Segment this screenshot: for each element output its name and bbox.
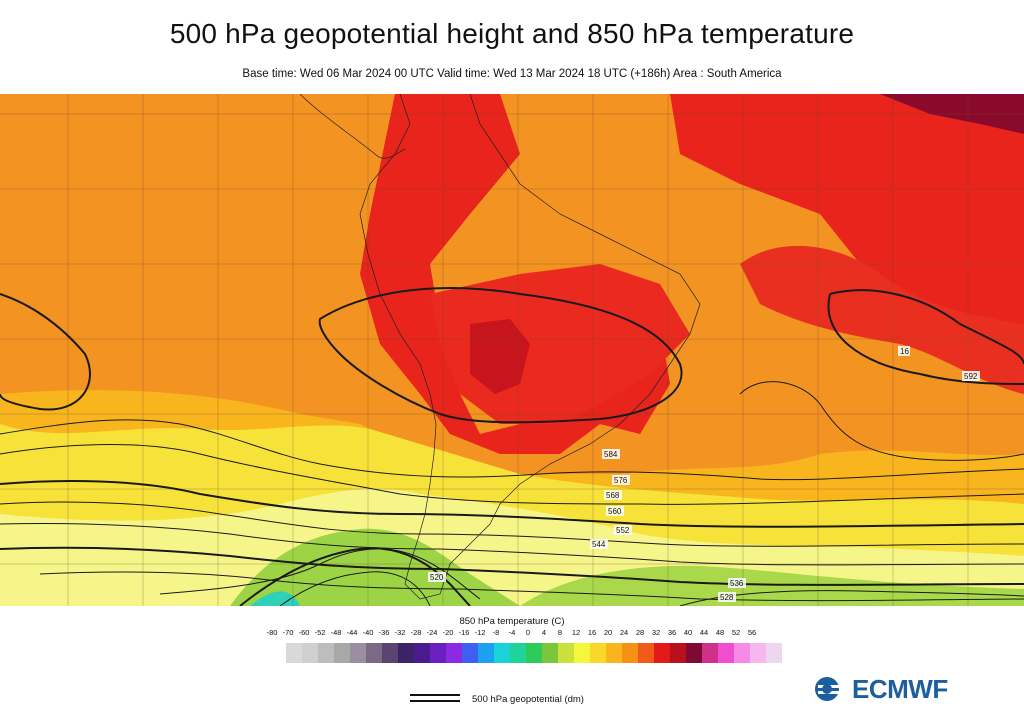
contour-label-592: 592 [964,372,978,381]
colorbar-swatch [510,643,526,663]
colorbar-tick-label: -52 [314,628,326,637]
colorbar-tick-label: -20 [442,628,454,637]
colorbar-swatch [318,643,334,663]
colorbar-swatch [750,643,766,663]
colorbar-swatch [366,643,382,663]
contour-label-544: 544 [592,540,606,549]
colorbar: -80 -70 -60 -52 -48 -44 -40 -36 -32 -28 -24 -20 -16-… [262,628,782,666]
colorbar-tick-label: 20 [603,628,613,637]
contour-label-584: 584 [604,450,618,459]
contour-label-520: 520 [430,573,444,582]
contour-label-528: 528 [720,593,734,602]
coastline-south-america [359,94,701,600]
colorbar-tick-label: 8 [557,628,563,637]
colorbar-swatch [382,643,398,663]
ecmwf-logo-text: ECMWF [852,673,948,704]
chart-subtitle: Base time: Wed 06 Mar 2024 00 UTC Valid … [242,68,782,80]
graticule [0,94,1024,606]
colorbar-tick-label: 56 [747,628,757,637]
colorbar-tick-label: -16 [458,628,470,637]
contour-label-560: 560 [608,507,622,516]
contour-label-568: 568 [606,491,620,500]
colorbar-tick-label: 16 [587,628,597,637]
colorbar-swatch [286,643,302,663]
temperature-band-red-atlantic [740,245,1024,394]
colorbar-title: 850 hPa temperature (C) [459,616,565,627]
colorbar-swatches [286,643,782,663]
contour-label-536: 536 [730,579,744,588]
colorbar-tick-label: 4 [541,628,547,637]
colorbar-tick-label: 24 [619,628,629,637]
colorbar-swatch [414,643,430,663]
chart-title: 500 hPa geopotential height and 850 hPa … [169,18,855,49]
colorbar-swatch [766,643,782,663]
colorbar-ticks: -80 -70 -60 -52 -48 -44 -40 -36 -32 -28 -24 -20 -16-… [262,628,757,642]
colorbar-swatch [622,643,638,663]
colorbar-tick-label: 40 [683,628,693,637]
contour-label-576: 576 [614,476,628,485]
colorbar-tick-label: -80 [266,628,278,637]
geopotential-contours [0,287,1024,606]
geopotential-legend-label: 500 hPa geopotential (dm) [472,694,584,705]
colorbar-swatch [718,643,734,663]
colorbar-tick-label: 52 [731,628,741,637]
colorbar-swatch [542,643,558,663]
colorbar-swatch [670,643,686,663]
weather-map: 584 576 568 560 552 544 536 528 520 592 … [0,94,1024,606]
colorbar-swatch [478,643,494,663]
colorbar-tick-label: -32 [394,628,406,637]
colorbar-tick-label: 28 [635,628,645,637]
temperature-band-dark-red [470,319,530,394]
colorbar-tick-label: -8 [492,628,500,637]
colorbar-swatch [446,643,462,663]
colorbar-swatch [462,643,478,663]
colorbar-swatch [590,643,606,663]
colorbar-swatch [526,643,542,663]
colorbar-tick-label: -36 [378,628,390,637]
colorbar-swatch [430,643,446,663]
colorbar-swatch [654,643,670,663]
colorbar-swatch [686,643,702,663]
colorbar-tick-label: -48 [330,628,342,637]
geopotential-legend-line [410,694,460,704]
colorbar-tick-label: 36 [667,628,677,637]
colorbar-tick-label: -40 [362,628,374,637]
contour-label-16: 16 [900,347,909,356]
colorbar-swatch [702,643,718,663]
contour-labels: 584 576 568 560 552 544 536 528 520 592 … [428,346,980,602]
colorbar-swatch [302,643,318,663]
colorbar-swatch [558,643,574,663]
colorbar-swatch [574,643,590,663]
colorbar-swatch [494,643,510,663]
colorbar-tick-label: -28 [410,628,422,637]
colorbar-tick-label: -4 [508,628,516,637]
map-canvas: 584 576 568 560 552 544 536 528 520 592 … [0,94,1024,606]
coastline-central-america [299,94,406,159]
colorbar-tick-label: -60 [298,628,310,637]
colorbar-tick-label: -12 [474,628,486,637]
colorbar-tick-label: -44 [346,628,358,637]
colorbar-tick-label: -70 [282,628,294,637]
colorbar-swatch [606,643,622,663]
ecmwf-logo: ECMWF [814,674,966,704]
colorbar-tick-label: 12 [571,628,581,637]
colorbar-swatch [334,643,350,663]
colorbar-tick-label: 44 [699,628,709,637]
colorbar-tick-label: -24 [426,628,438,637]
colorbar-tick-label: 0 [525,628,531,637]
colorbar-tick-label: 32 [651,628,661,637]
contour-label-552: 552 [616,526,630,535]
colorbar-swatch [638,643,654,663]
ecmwf-logo-icon [815,677,844,701]
colorbar-swatch [734,643,750,663]
colorbar-swatch [350,643,366,663]
colorbar-tick-label: 48 [715,628,725,637]
temperature-band-cyan [250,591,300,606]
temperature-band-red-northeast [670,94,1024,344]
colorbar-swatch [398,643,414,663]
